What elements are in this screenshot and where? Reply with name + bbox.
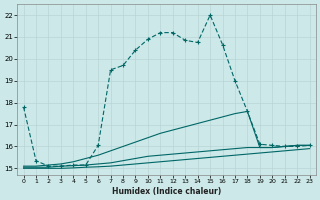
X-axis label: Humidex (Indice chaleur): Humidex (Indice chaleur)	[112, 187, 221, 196]
